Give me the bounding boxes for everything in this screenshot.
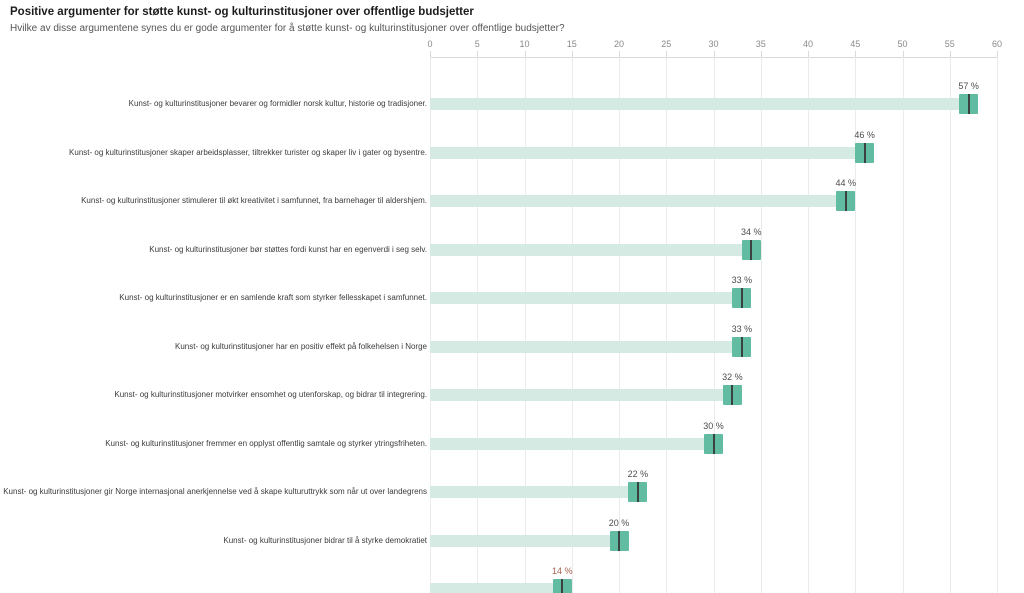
- bar: [430, 146, 865, 159]
- value-label: 32 %: [722, 372, 743, 382]
- value-marker-line: [561, 579, 564, 593]
- gridline: [997, 57, 998, 593]
- category-label: Kunst- og kulturinstitusjoner fremmer en…: [105, 438, 427, 448]
- tick-mark: [571, 51, 573, 57]
- tick-mark: [524, 51, 526, 57]
- x-tick-label: 0: [427, 39, 433, 49]
- tick-mark: [760, 51, 762, 57]
- gridline: [713, 57, 715, 593]
- value-marker-line: [740, 336, 743, 357]
- x-tick-label: 35: [755, 39, 766, 49]
- tick-mark: [949, 51, 951, 57]
- category-label: Kunst- og kulturinstitusjoner bevarer og…: [128, 99, 427, 108]
- x-tick-label: 60: [991, 39, 1002, 49]
- x-tick-label: 45: [850, 39, 861, 49]
- x-tick-label: 50: [897, 39, 908, 49]
- x-tick-label: 30: [708, 39, 719, 49]
- category-label: Kunst- og kulturinstitusjoner motvirker …: [114, 390, 427, 399]
- x-tick-label: 10: [519, 39, 530, 49]
- tick-mark: [713, 51, 715, 57]
- bar: [430, 243, 752, 256]
- value-label: 34 %: [741, 226, 762, 237]
- gridline: [430, 57, 431, 593]
- category-label: Kunst- og kulturinstitusjoner bidrar til…: [223, 535, 427, 545]
- value-marker-line: [740, 288, 743, 308]
- page-title: Positive argumenter for støtte kunst- og…: [10, 6, 474, 18]
- bar: [430, 583, 563, 593]
- value-marker-line: [863, 142, 866, 163]
- tick-mark: [619, 51, 620, 57]
- gridline: [666, 57, 668, 593]
- value-label: 33 %: [731, 323, 753, 334]
- x-tick-label: 40: [802, 39, 813, 49]
- bar: [430, 486, 638, 498]
- tick-mark: [666, 51, 668, 57]
- tick-mark: [902, 51, 904, 57]
- tick-mark: [855, 51, 857, 57]
- category-label: Kunst- og kulturinstitusjoner stimulerer…: [81, 196, 427, 205]
- gridline: [902, 57, 904, 593]
- gridline: [855, 57, 857, 593]
- value-label: 44 %: [835, 178, 857, 188]
- x-tick-label: 5: [474, 39, 480, 49]
- gridline: [949, 57, 951, 593]
- bar: [430, 389, 733, 401]
- bar: [430, 195, 846, 207]
- bar: [430, 292, 742, 304]
- x-tick-label: 55: [944, 39, 955, 49]
- page-subtitle: Hvilke av disse argumentene synes du er …: [10, 23, 565, 34]
- bar: [430, 437, 714, 450]
- tick-mark: [997, 51, 998, 57]
- category-label: Kunst- og kulturinstitusjoner har en pos…: [175, 341, 427, 351]
- value-label: 22 %: [627, 469, 649, 479]
- value-marker-line: [618, 530, 620, 551]
- category-label: Kunst- og kulturinstitusjoner gir Norge …: [3, 487, 427, 496]
- gridline: [524, 57, 526, 593]
- value-marker-line: [731, 385, 734, 405]
- bar: [430, 340, 742, 353]
- value-label: 14 %: [552, 566, 573, 576]
- gridline: [477, 57, 479, 593]
- value-marker-line: [712, 433, 715, 454]
- bar: [430, 98, 969, 110]
- value-label: 46 %: [854, 129, 875, 140]
- value-marker-line: [750, 239, 753, 260]
- value-marker-line: [844, 191, 847, 211]
- value-marker-line: [636, 482, 639, 502]
- value-label: 57 %: [958, 81, 979, 91]
- gridline: [760, 57, 762, 593]
- x-tick-label: 25: [661, 39, 672, 49]
- x-tick-label: 20: [613, 39, 624, 49]
- category-label: Kunst- og kulturinstitusjoner er en saml…: [119, 293, 427, 302]
- value-label: 20 %: [608, 517, 630, 528]
- tick-mark: [808, 51, 809, 57]
- value-label: 30 %: [703, 420, 724, 431]
- gridline: [571, 57, 573, 593]
- gridline: [808, 57, 809, 593]
- gridline: [619, 57, 620, 593]
- x-tick-label: 15: [566, 39, 577, 49]
- tick-mark: [430, 51, 431, 57]
- category-label: Kunst- og kulturinstitusjoner bør støtte…: [149, 244, 427, 254]
- tick-mark: [477, 51, 479, 57]
- value-marker-line: [967, 94, 970, 114]
- bar: [430, 534, 619, 547]
- category-label: Kunst- og kulturinstitusjoner skaper arb…: [69, 147, 427, 157]
- value-label: 33 %: [731, 275, 753, 285]
